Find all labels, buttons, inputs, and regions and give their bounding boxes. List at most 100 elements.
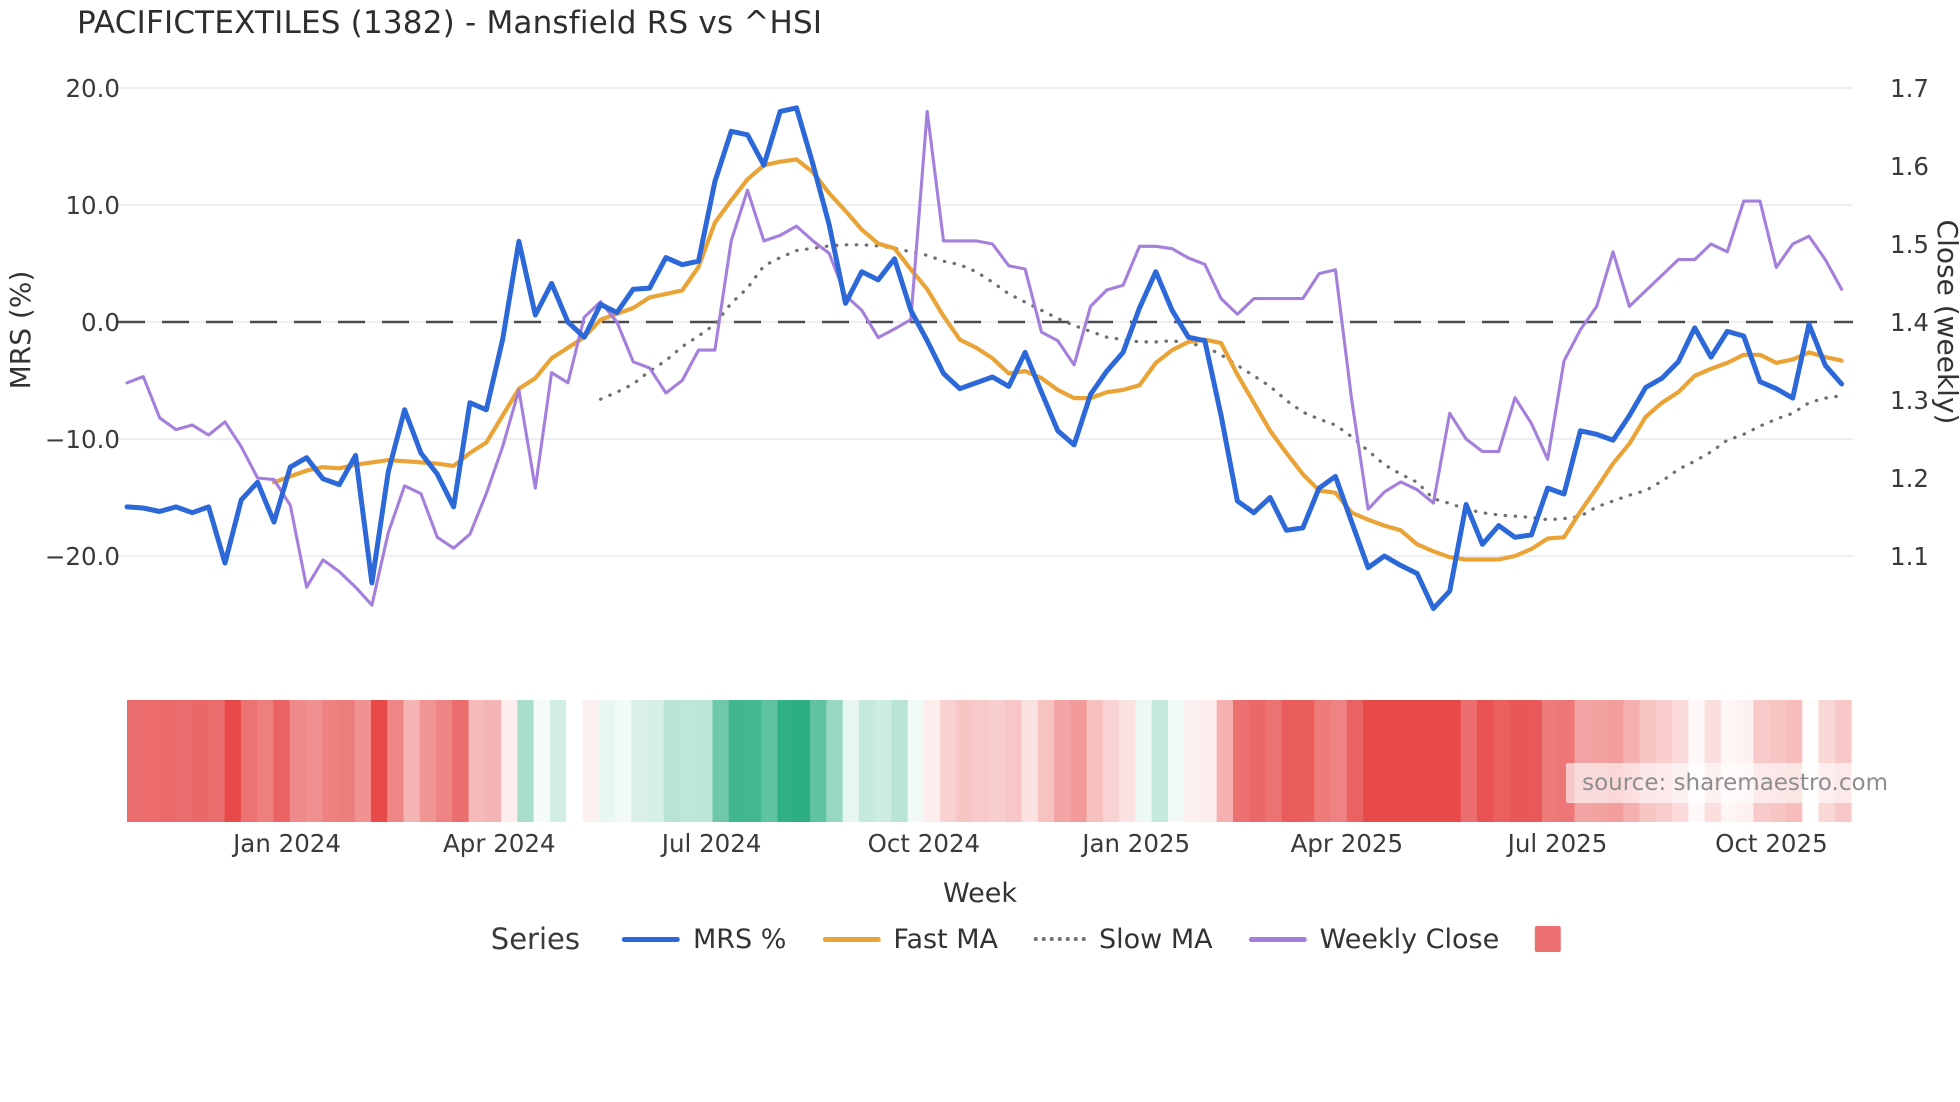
heatmap-cell xyxy=(566,700,583,822)
heatmap-cell xyxy=(387,700,405,822)
x-tick-label: Apr 2025 xyxy=(1291,829,1404,858)
heatmap-cell xyxy=(696,700,714,822)
heatmap-cell xyxy=(663,700,681,822)
left-axis-tick-labels: 20.0 10.0 0.0 −10.0 −20.0 xyxy=(45,74,120,571)
heatmap-cell xyxy=(517,700,535,822)
heatmap-cell xyxy=(468,700,486,822)
page-title: PACIFICTEXTILES (1382) - Mansfield RS vs… xyxy=(77,5,823,41)
heatmap-cell xyxy=(127,700,144,822)
heatmap-cell xyxy=(1623,700,1641,822)
heatmap-cell xyxy=(793,700,811,822)
heatmap-cell xyxy=(875,700,893,822)
series-lines xyxy=(124,105,1845,612)
heatmap-cell xyxy=(1135,700,1153,822)
x-tick-label: Jan 2024 xyxy=(231,829,341,858)
legend-item-slow-ma: Slow MA xyxy=(1034,924,1213,955)
heatmap-cell xyxy=(989,700,1006,822)
heatmap-cell xyxy=(712,700,730,822)
heatmap-cell xyxy=(1086,700,1104,822)
heatmap-cell xyxy=(354,700,372,822)
heatmap-cell xyxy=(1054,700,1071,822)
heatmap-cell xyxy=(175,700,193,822)
heatmap-cell xyxy=(728,700,746,822)
heatmap-cell xyxy=(923,700,941,822)
heatmap-cell xyxy=(289,700,307,822)
left-tick-label: −10.0 xyxy=(45,425,120,454)
heatmap-cell xyxy=(370,700,388,822)
heatmap-cell xyxy=(940,700,958,822)
left-tick-label: 10.0 xyxy=(65,191,120,220)
right-tick-label: 1.3 xyxy=(1890,386,1929,415)
heatmap-cell xyxy=(647,700,665,822)
heatmap-cell xyxy=(1607,700,1624,822)
heatmap-cell xyxy=(257,700,274,822)
heatmap-cell xyxy=(1379,700,1397,822)
heatmap-cell xyxy=(338,700,356,822)
heatmap-cell xyxy=(403,700,421,822)
heatmap-cell xyxy=(1525,700,1543,822)
heatmap-cell xyxy=(305,700,323,822)
heatmap-cell xyxy=(1411,700,1429,822)
heatmap-cell xyxy=(1769,700,1787,822)
heatmap-cell xyxy=(1444,700,1462,822)
heatmap-cell xyxy=(1119,700,1136,822)
heatmap-cell xyxy=(501,700,518,822)
heatmap-cell xyxy=(1200,700,1218,822)
heatmap-cell xyxy=(582,700,600,822)
heatmap-cell xyxy=(1655,700,1673,822)
heatmap-cell xyxy=(1167,700,1185,822)
legend-item-label: Weekly Close xyxy=(1319,923,1500,955)
left-tick-label: 20.0 xyxy=(65,74,120,103)
left-tick-label: −20.0 xyxy=(45,542,120,571)
heatmap-cell xyxy=(1021,700,1039,822)
heatmap-cell xyxy=(240,700,258,822)
heatmap-cell xyxy=(419,700,437,822)
right-tick-label: 1.7 xyxy=(1890,74,1929,103)
heatmap-cell xyxy=(1330,700,1348,822)
heatmap-cell xyxy=(1363,700,1380,822)
heatmap-cell xyxy=(1232,700,1250,822)
legend-item-label: Slow MA xyxy=(1099,923,1213,955)
heatmap-cell xyxy=(1184,700,1202,822)
right-tick-label: 1.2 xyxy=(1890,464,1929,493)
source-watermark: source: sharemaestro.com xyxy=(1566,763,1904,803)
heatmap-cell xyxy=(858,700,876,822)
heatmap-cell xyxy=(972,700,990,822)
heatmap-cell xyxy=(842,700,860,822)
legend-dotted-swatch xyxy=(1034,937,1087,941)
heatmap-cell xyxy=(810,700,827,822)
heatmap-cell xyxy=(1395,700,1413,822)
left-axis-title: MRS (%) xyxy=(4,271,37,390)
x-tick-label: Apr 2024 xyxy=(443,829,556,858)
legend: Series MRS % Fast MA Slow MA Weekly Close xyxy=(491,922,1562,956)
heatmap-cell xyxy=(143,700,161,822)
heatmap-cell xyxy=(436,700,453,822)
heatmap-cell xyxy=(322,700,340,822)
heatmap-cell xyxy=(1688,700,1706,822)
heatmap-cell xyxy=(1720,700,1738,822)
x-tick-label: Oct 2025 xyxy=(1715,829,1828,858)
right-axis-tick-labels: 1.7 1.6 1.5 1.4 1.3 1.2 1.1 xyxy=(1890,74,1929,571)
heatmap-cell xyxy=(1476,700,1494,822)
heatmap-cell xyxy=(1509,700,1527,822)
heatmap-cell xyxy=(159,700,177,822)
legend-item-mrs-: MRS % xyxy=(621,924,786,955)
right-tick-label: 1.6 xyxy=(1890,152,1929,181)
heatmap-cell xyxy=(1574,700,1592,822)
series-line-slow-ma xyxy=(598,243,1844,522)
x-tick-label: Jul 2024 xyxy=(660,829,762,858)
heatmap-cell xyxy=(1298,700,1315,822)
heatmap-cell xyxy=(745,700,762,822)
heatmap-cell xyxy=(1541,700,1559,822)
x-tick-label: Oct 2024 xyxy=(868,829,981,858)
heatmap-cell xyxy=(598,700,616,822)
legend-square-swatch xyxy=(1535,926,1562,952)
heatmap-cell xyxy=(1265,700,1283,822)
heatmap-cell xyxy=(1346,700,1364,822)
heatmap-cell xyxy=(452,700,470,822)
heatmap-cell xyxy=(1737,700,1755,822)
heatmap-cell xyxy=(956,700,974,822)
legend-line-swatch xyxy=(1248,936,1307,942)
heatmap-strip xyxy=(127,700,1852,822)
x-tick-label: Jul 2025 xyxy=(1506,829,1608,858)
